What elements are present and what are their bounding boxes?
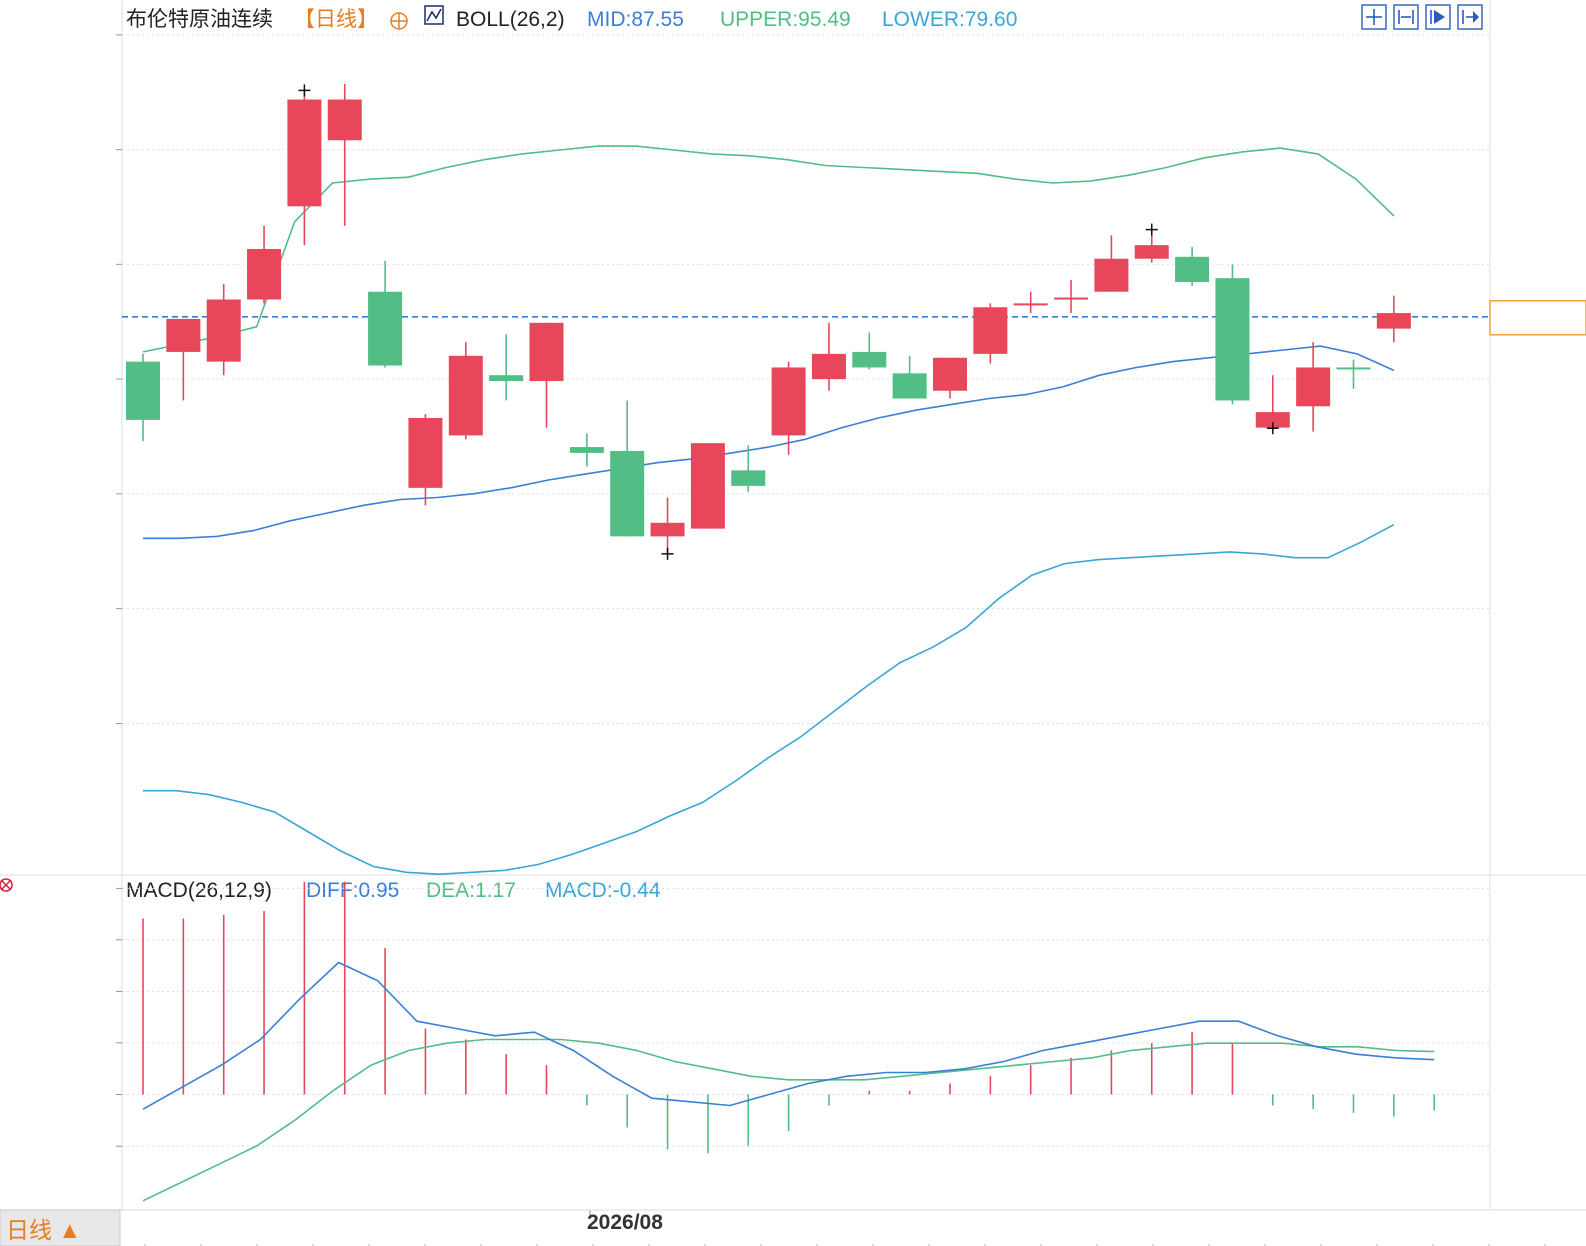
boll-label: BOLL(26,2) [456,8,565,31]
candle-body [1013,303,1048,306]
candle-body [1054,297,1089,300]
candle-body [166,318,201,352]
macd-axis [116,887,1490,1147]
candle-body [690,443,725,529]
candle-body [1255,412,1290,428]
lower-band-line [143,523,1395,876]
candle-body [1175,256,1210,283]
candle-body [489,375,524,382]
last-price-line [122,300,1586,336]
candle-body [650,522,685,537]
mid-band-line [143,345,1395,540]
candle-body [933,357,967,391]
candle-body [892,373,927,399]
bollinger-bands [142,145,1395,876]
candle-body [852,351,887,368]
candle-body [1376,313,1411,329]
step-forward-icon[interactable] [1457,4,1483,30]
candle-body [1296,367,1331,407]
extreme-annotations [298,84,1279,560]
diff-label: DIFF:0.95 [306,879,399,902]
crosshair-icon[interactable] [1361,4,1387,30]
candle-body [368,291,403,366]
settings-icon[interactable] [390,12,408,30]
candle-body [287,99,322,207]
upper-label: UPPER:95.49 [720,8,851,31]
period-button[interactable]: 日线 ▲ [0,1209,121,1246]
candle-body [1336,367,1371,370]
diff-line [142,961,1435,1110]
instrument-title: 布伦特原油连续 [126,8,273,31]
step-back-icon[interactable] [1425,4,1451,30]
dea-line [142,1038,1435,1202]
upper-band-line [142,145,1395,353]
macd-panel [142,881,1435,1202]
candle-body [811,353,846,380]
candle-body [529,322,564,382]
candle-body [569,447,604,453]
candle-body [126,361,160,420]
macd-title: MACD(26,12,9) [126,879,272,902]
candle-body [1134,245,1169,259]
period-tag[interactable]: 【日线】 [294,8,378,31]
lower-label: LOWER:79.60 [882,8,1017,31]
grid [0,0,1586,1218]
candle-body [448,355,483,436]
macd-collapse-icon[interactable] [0,878,13,892]
candle-body [1094,258,1129,292]
indicator-chart-icon[interactable] [424,5,444,25]
candle-body [731,470,766,486]
date-axis-label: 2026/08 [587,1211,663,1234]
candle-body [408,417,443,488]
candle-body [771,367,806,436]
candle-body [206,299,241,362]
last-price-box [1489,300,1586,336]
candle-body [327,99,362,141]
mid-label: MID:87.55 [587,8,684,31]
candle-body [247,249,282,300]
macd-value-label: MACD:-0.44 [545,879,661,902]
candle-body [1215,278,1250,401]
zoom-fit-icon[interactable] [1393,4,1419,30]
candle-body [610,450,645,537]
dea-label: DEA:1.17 [426,879,516,902]
candlesticks[interactable] [126,83,1411,554]
period-button-label: 日线 ▲ [6,1217,81,1243]
candle-body [973,307,1008,354]
